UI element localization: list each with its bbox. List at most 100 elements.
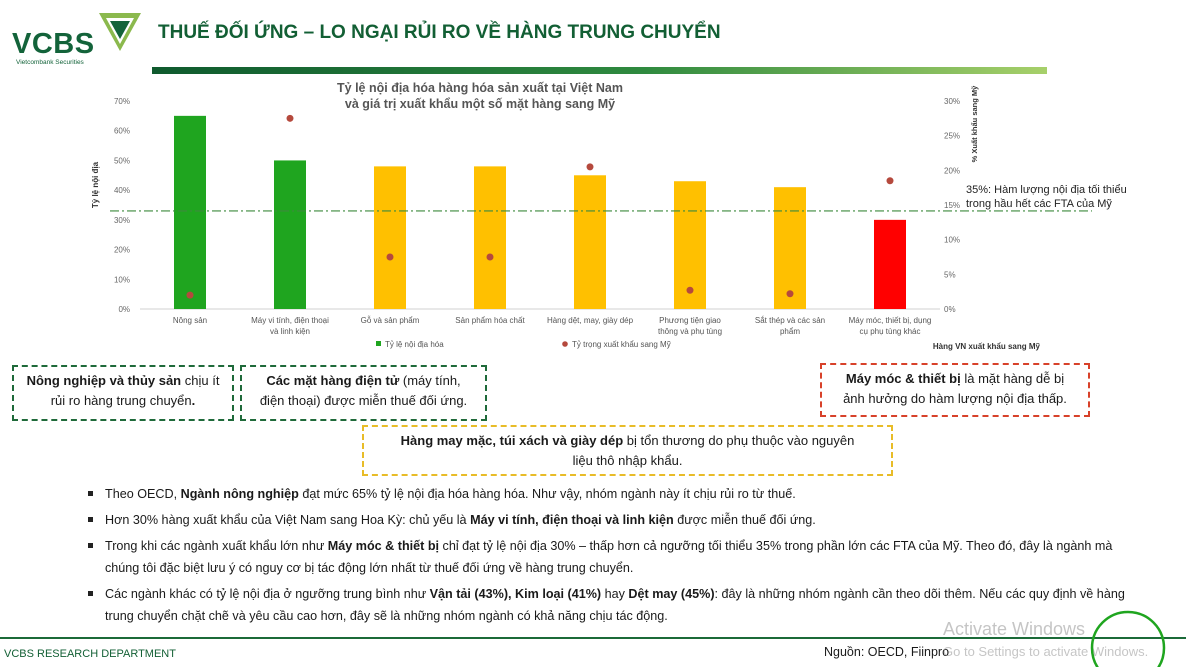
y-tick-label-left: 0% bbox=[118, 305, 130, 314]
threshold-label: 35%: Hàm lượng nội địa tối thiểu bbox=[966, 184, 1127, 196]
x-tick-label: Máy vi tính, điện thoại bbox=[251, 316, 329, 325]
x-tick-label: phẩm bbox=[780, 327, 800, 336]
bar bbox=[874, 219, 906, 309]
bullet-text: hay bbox=[601, 587, 629, 601]
x-tick-label: và linh kiện bbox=[270, 327, 310, 336]
bullet-text: Các ngành khác có tỷ lệ nội địa ở ngưỡng… bbox=[105, 587, 430, 601]
scatter-point bbox=[586, 163, 594, 171]
x-tick-label: Hàng dệt, may, giày dép bbox=[547, 316, 634, 325]
bullet-item: Theo OECD, Ngành nông nghiệp đạt mức 65%… bbox=[86, 483, 1136, 505]
y-tick-label-left: 50% bbox=[114, 156, 130, 165]
threshold-label: trong hầu hết các FTA của Mỹ bbox=[966, 198, 1112, 210]
y-axis-title-left: Tỷ lệ nội địa bbox=[91, 161, 100, 208]
y-tick-label-right: 5% bbox=[944, 270, 956, 279]
callout-electronics-text-1: (máy tính, bbox=[399, 373, 461, 388]
bullet-text: chỉ đạt tỷ lệ nội địa 30% – thấp hơn cả … bbox=[105, 539, 1113, 575]
bar bbox=[574, 175, 606, 309]
bullet-item: Các ngành khác có tỷ lệ nội địa ở ngưỡng… bbox=[86, 583, 1136, 627]
bar bbox=[474, 166, 506, 309]
bullet-bold: Dệt may (45%) bbox=[628, 587, 715, 601]
scatter-point bbox=[786, 290, 794, 298]
callout-machinery-text-1: là mặt hàng dễ bị bbox=[960, 371, 1065, 386]
x-tick-label: Nông sản bbox=[173, 316, 207, 325]
chart-title: Tỷ lệ nội địa hóa hàng hóa sản xuất tại … bbox=[337, 81, 623, 95]
scatter-point bbox=[686, 286, 694, 294]
callout-textile-text-1: bị tổn thương do phụ thuộc vào nguyên bbox=[623, 433, 855, 448]
bullet-text: : đây là những nhóm ngành cần theo dõi t… bbox=[105, 587, 1125, 623]
bullet-text: được miễn thuế đối ứng. bbox=[673, 513, 816, 527]
activate-windows-title: Activate Windows bbox=[943, 619, 1086, 639]
y-tick-label-left: 10% bbox=[114, 275, 130, 284]
y-tick-label-left: 40% bbox=[114, 186, 130, 195]
legend-swatch-dot bbox=[562, 341, 568, 347]
logo-text: VCBS bbox=[12, 28, 95, 60]
legend-label: Tỷ lệ nội địa hóa bbox=[385, 340, 444, 349]
bar bbox=[374, 166, 406, 309]
y-tick-label-left: 60% bbox=[114, 127, 130, 136]
x-tick-label: Gỗ và sản phẩm bbox=[361, 316, 420, 325]
y-tick-label-right: 10% bbox=[944, 236, 960, 245]
callout-electronics-text-2: điện thoại) được miễn thuế đối ứng. bbox=[259, 393, 468, 408]
localization-chart: Tỷ lệ nội địa hóa hàng hóa sản xuất tại … bbox=[91, 81, 1127, 351]
x-axis-title: Hàng VN xuất khẩu sang Mỹ bbox=[933, 342, 1041, 351]
y-tick-label-right: 15% bbox=[944, 201, 960, 210]
bullet-list: Theo OECD, Ngành nông nghiệp đạt mức 65%… bbox=[86, 483, 1136, 631]
y-axis-title-right: % Xuất khẩu sang Mỹ bbox=[970, 85, 979, 163]
x-tick-label: thông và phụ tùng bbox=[658, 327, 722, 336]
title-underline bbox=[152, 67, 1047, 74]
callout-agriculture-end: . bbox=[191, 393, 196, 408]
bullet-text: Hơn 30% hàng xuất khẩu của Việt Nam sang… bbox=[105, 513, 471, 527]
scatter-point bbox=[186, 291, 194, 299]
y-tick-label-left: 20% bbox=[114, 246, 130, 255]
bullet-bold: Ngành nông nghiệp bbox=[180, 487, 299, 501]
callout-agriculture: Nông nghiệp và thủy sản chịu ít rủi ro h… bbox=[12, 365, 234, 421]
decorative-arc-icon bbox=[1090, 610, 1166, 667]
bar bbox=[774, 187, 806, 309]
bullet-bold: Máy vi tính, điện thoại và linh kiện bbox=[470, 513, 674, 527]
x-tick-label: Máy móc, thiết bị, dụng bbox=[849, 316, 932, 325]
scatter-point bbox=[886, 177, 894, 185]
page-title: THUẾ ĐỐI ỨNG – LO NGẠI RỦI RO VỀ HÀNG TR… bbox=[158, 22, 721, 43]
legend-swatch-bar bbox=[376, 341, 381, 346]
callout-electronics: Các mặt hàng điện tử (máy tính, điện tho… bbox=[240, 365, 487, 421]
bar bbox=[274, 160, 306, 309]
bullet-text: đạt mức 65% tỷ lệ nội địa hóa hàng hóa. … bbox=[298, 487, 796, 501]
bullet-text: Theo OECD, bbox=[105, 487, 181, 501]
y-tick-label-left: 70% bbox=[114, 97, 130, 106]
callout-textile: Hàng may mặc, túi xách và giày dép bị tổ… bbox=[362, 425, 893, 476]
scatter-point bbox=[286, 114, 294, 122]
callout-textile-text-2: liệu thô nhập khẩu. bbox=[572, 453, 683, 468]
legend-label: Tỷ trọng xuất khẩu sang Mỹ bbox=[572, 340, 671, 349]
y-tick-label-right: 0% bbox=[944, 305, 956, 314]
bullet-text: Trong khi các ngành xuất khẩu lớn như bbox=[105, 539, 328, 553]
y-tick-label-right: 20% bbox=[944, 166, 960, 175]
footer-divider bbox=[0, 637, 1186, 639]
y-tick-label-right: 30% bbox=[944, 97, 960, 106]
callout-textile-bold: Hàng may mặc, túi xách và giày dép bbox=[400, 433, 624, 448]
vcbs-logo: VCBS Vietcombank Securities bbox=[10, 8, 145, 70]
bullet-bold: Vận tải (43%), Kim loại (41%) bbox=[429, 587, 602, 601]
callout-machinery-text-2: ảnh hưởng do hàm lượng nội địa thấp. bbox=[843, 391, 1067, 406]
footer-source: Nguồn: OECD, Fiinpro bbox=[824, 645, 950, 659]
callout-electronics-bold: Các mặt hàng điện tử bbox=[266, 373, 400, 388]
bullet-bold: Máy móc & thiết bị bbox=[327, 539, 440, 553]
callout-machinery-bold: Máy móc & thiết bị bbox=[845, 371, 961, 386]
x-tick-label: Sản phẩm hóa chất bbox=[455, 316, 525, 325]
chart-title: và giá trị xuất khẩu một số mặt hàng san… bbox=[345, 97, 615, 111]
callout-agriculture-text-1: chịu ít bbox=[181, 373, 220, 388]
scatter-point bbox=[386, 253, 394, 261]
activate-windows-subtitle[interactable]: Go to Settings to activate Windows. bbox=[943, 644, 1149, 659]
y-tick-label-left: 30% bbox=[114, 216, 130, 225]
footer-department: VCBS RESEARCH DEPARTMENT bbox=[4, 648, 176, 660]
bar bbox=[174, 115, 206, 309]
y-tick-label-right: 25% bbox=[944, 132, 960, 141]
x-tick-label: cụ phụ tùng khác bbox=[860, 327, 921, 336]
callout-agriculture-text-2: rủi ro hàng trung chuyển bbox=[50, 393, 192, 408]
callout-agriculture-bold: Nông nghiệp và thủy sản bbox=[26, 373, 182, 388]
x-tick-label: Phương tiện giao bbox=[659, 316, 721, 325]
bullet-item: Trong khi các ngành xuất khẩu lớn như Má… bbox=[86, 535, 1136, 579]
logo-mark-icon bbox=[99, 13, 141, 51]
scatter-point bbox=[486, 253, 494, 261]
callout-machinery: Máy móc & thiết bị là mặt hàng dễ bị ảnh… bbox=[820, 363, 1090, 417]
logo-subtext: Vietcombank Securities bbox=[16, 59, 84, 66]
